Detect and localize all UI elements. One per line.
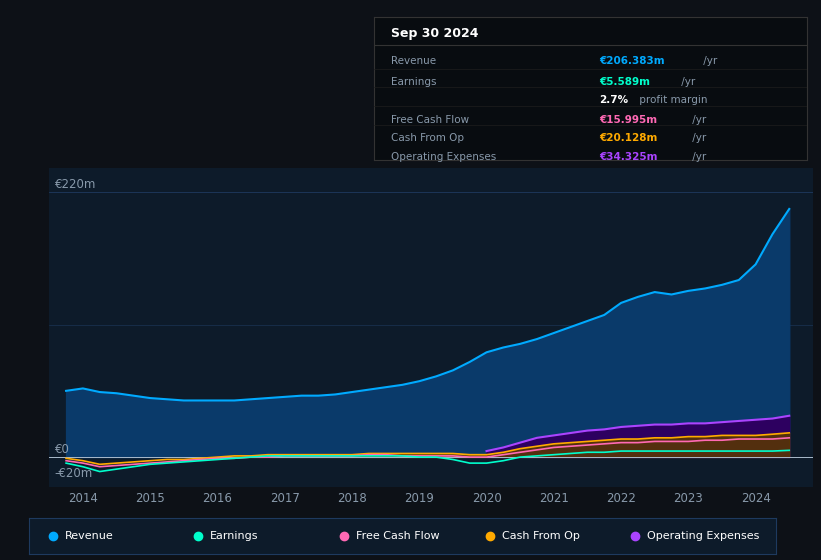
Text: Revenue: Revenue (391, 56, 436, 66)
Text: -€20m: -€20m (55, 467, 93, 480)
Text: Free Cash Flow: Free Cash Flow (356, 531, 439, 541)
Text: profit margin: profit margin (635, 95, 708, 105)
Text: Revenue: Revenue (65, 531, 113, 541)
Text: €34.325m: €34.325m (599, 152, 658, 162)
Text: €0: €0 (55, 443, 70, 456)
Text: Earnings: Earnings (391, 77, 437, 87)
Text: Free Cash Flow: Free Cash Flow (391, 115, 469, 125)
Text: /yr: /yr (678, 77, 695, 87)
Text: Cash From Op: Cash From Op (391, 133, 464, 143)
Text: Operating Expenses: Operating Expenses (647, 531, 759, 541)
Text: 2.7%: 2.7% (599, 95, 628, 105)
Text: €20.128m: €20.128m (599, 133, 658, 143)
Text: €220m: €220m (55, 178, 96, 191)
Text: Cash From Op: Cash From Op (502, 531, 580, 541)
Text: /yr: /yr (689, 115, 706, 125)
Text: /yr: /yr (700, 56, 718, 66)
Text: €206.383m: €206.383m (599, 56, 664, 66)
Text: /yr: /yr (689, 133, 706, 143)
Text: Earnings: Earnings (210, 531, 259, 541)
Text: Operating Expenses: Operating Expenses (391, 152, 496, 162)
Text: €5.589m: €5.589m (599, 77, 650, 87)
Text: /yr: /yr (689, 152, 706, 162)
Text: €15.995m: €15.995m (599, 115, 657, 125)
Text: Sep 30 2024: Sep 30 2024 (391, 27, 479, 40)
